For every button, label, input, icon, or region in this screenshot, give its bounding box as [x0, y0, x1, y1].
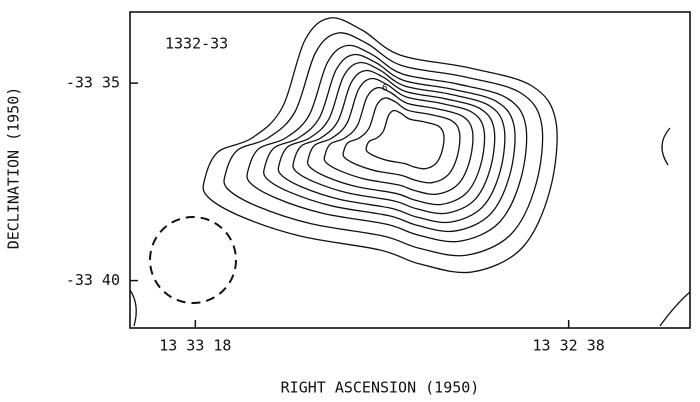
plot-frame [129, 11, 691, 329]
contour-label: 6 [382, 84, 387, 94]
contour-line [263, 53, 516, 233]
x-axis-label: RIGHT ASCENSION (1950) [281, 379, 480, 397]
x-tick-label: 13 33 18 [159, 337, 231, 355]
contour-line [306, 77, 486, 206]
contour-line [277, 61, 506, 224]
y-tick-label: -33 35 [66, 74, 120, 92]
contour-line [323, 86, 474, 196]
x-tick-label: 13 32 38 [533, 337, 605, 355]
edge-contour [661, 127, 671, 166]
y-axis-label: DECLINATION (1950) [5, 87, 23, 250]
contour-line [223, 32, 544, 257]
edge-contour [659, 291, 691, 327]
beam-circle [149, 216, 237, 304]
y-tick-label: -33 40 [66, 271, 120, 289]
contour-line [365, 109, 445, 170]
contour-line [342, 97, 461, 184]
contour-line [292, 69, 496, 215]
contour-line [202, 17, 558, 274]
source-label: 1332-33 [165, 35, 228, 53]
contours [202, 17, 558, 274]
edge-contour [129, 289, 137, 327]
contour-line [246, 44, 528, 243]
